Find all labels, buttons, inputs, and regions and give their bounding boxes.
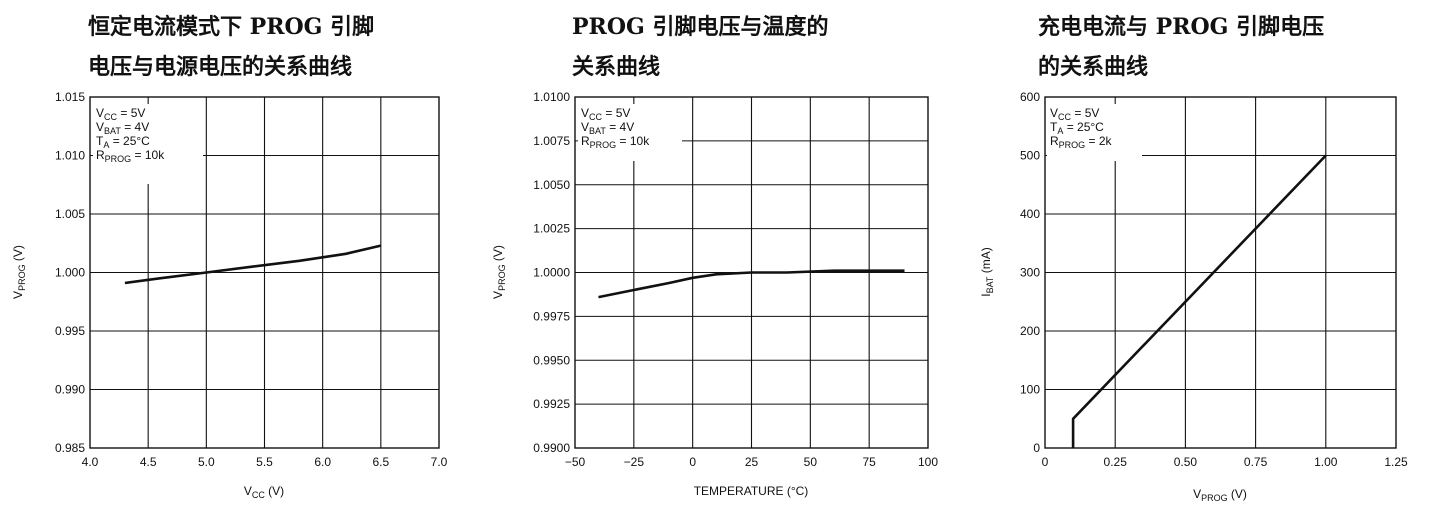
y-tick-label: 1.015 (55, 90, 85, 104)
x-tick-label: 0.25 (1104, 455, 1128, 469)
conditions-box (93, 104, 203, 184)
condition-label: VCC = 5V (1050, 106, 1099, 122)
plot-frame (89, 96, 440, 449)
chart2-title-line2: 关系曲线 (572, 54, 660, 80)
x-tick-label: 6.5 (372, 455, 389, 469)
x-tick-label: 25 (745, 455, 759, 469)
chart-ibat-vs-vprog: 充电电流与 PROG 引脚电压 的关系曲线 600 500 400 300 200 100… (979, 14, 1408, 503)
y-tick-label: 300 (1020, 266, 1040, 280)
y-tick-label: 1.0000 (533, 266, 570, 280)
y-tick-label: 400 (1020, 207, 1040, 221)
y-tick-label: 0.9925 (533, 397, 570, 411)
condition-label: VBAT = 4V (96, 120, 149, 136)
x-tick-label: −25 (624, 455, 645, 469)
conditions-box (578, 104, 682, 161)
y-tick-label: 0.995 (55, 324, 85, 338)
y-axis-label: VPROG (V) (491, 245, 507, 299)
x-tick-label: 6.0 (314, 455, 331, 469)
series-line (598, 269, 905, 299)
x-axis-label: VCC (V) (244, 484, 284, 500)
condition-label: VBAT = 4V (581, 120, 634, 136)
y-tick-label: 1.010 (55, 149, 85, 163)
x-tick-label: 7.0 (431, 455, 448, 469)
x-tick-label: 0.50 (1174, 455, 1198, 469)
x-axis-label: VPROG (V) (1193, 487, 1247, 503)
condition-label: VCC = 5V (96, 106, 145, 122)
y-tick-label: 1.0025 (533, 222, 570, 236)
chart3-title-line2: 的关系曲线 (1038, 54, 1148, 80)
x-tick-label: 100 (918, 455, 938, 469)
x-tick-label: 75 (862, 455, 876, 469)
x-tick-label: 4.5 (140, 455, 157, 469)
series-line (1071, 154, 1327, 448)
y-tick-label: 1.005 (55, 207, 85, 221)
chart1-title-line2: 电压与电源电压的关系曲线 (88, 54, 352, 80)
y-tick-label: 1.0050 (533, 178, 570, 192)
x-tick-label: 5.5 (256, 455, 273, 469)
condition-label: TA = 25°C (1050, 120, 1104, 136)
x-tick-label: −50 (565, 455, 586, 469)
x-tick-label: 0.75 (1244, 455, 1268, 469)
y-tick-label: 600 (1020, 90, 1040, 104)
x-axis-label: TEMPERATURE (°C) (694, 484, 809, 498)
y-tick-label: 0.985 (55, 441, 85, 455)
condition-label: RPROG = 10k (581, 134, 650, 150)
y-tick-label: 200 (1020, 324, 1040, 338)
x-tick-label: 1.00 (1314, 455, 1338, 469)
chart-vprog-vs-temperature: PROG 引脚电压与温度的 关系曲线 1.0100 1.0075 1.0050 1.0… (491, 14, 938, 498)
y-tick-label: 1.000 (55, 266, 85, 280)
chart2-title-line1: PROG 引脚电压与温度的 (572, 14, 828, 40)
y-tick-label: 0.9950 (533, 353, 570, 367)
chart-vprog-vs-vcc: 恒定电流模式下 PROG 引脚 电压与电源电压的关系曲线 1.015 1.010 1… (11, 14, 448, 500)
chart3-title-line1: 充电电流与 PROG 引脚电压 (1038, 14, 1324, 40)
x-tick-label: 50 (804, 455, 818, 469)
y-tick-label: 0.9900 (533, 441, 570, 455)
y-tick-label: 0.9975 (533, 309, 570, 323)
condition-label: VCC = 5V (581, 106, 630, 122)
x-tick-label: 4.0 (82, 455, 99, 469)
y-axis-label: VPROG (V) (11, 245, 27, 299)
x-tick-label: 0 (689, 455, 696, 469)
condition-label: RPROG = 10k (96, 148, 165, 164)
plot-frame (1044, 96, 1397, 449)
x-tick-label: 5.0 (198, 455, 215, 469)
y-tick-label: 1.0075 (533, 134, 570, 148)
y-tick-label: 500 (1020, 149, 1040, 163)
x-tick-label: 0 (1042, 455, 1049, 469)
x-tick-label: 1.25 (1384, 455, 1408, 469)
y-tick-label: 0.990 (55, 383, 85, 397)
y-tick-label: 100 (1020, 383, 1040, 397)
y-tick-label: 0 (1033, 441, 1040, 455)
y-axis-label: IBAT (mA) (979, 247, 995, 297)
conditions-box (1047, 104, 1142, 161)
chart1-title-line1: 恒定电流模式下 PROG 引脚 (88, 14, 374, 40)
condition-label: TA = 25°C (96, 134, 150, 150)
y-tick-label: 1.0100 (533, 90, 570, 104)
condition-label: RPROG = 2k (1050, 134, 1113, 150)
series-line (124, 244, 382, 285)
plot-frame (574, 96, 929, 449)
